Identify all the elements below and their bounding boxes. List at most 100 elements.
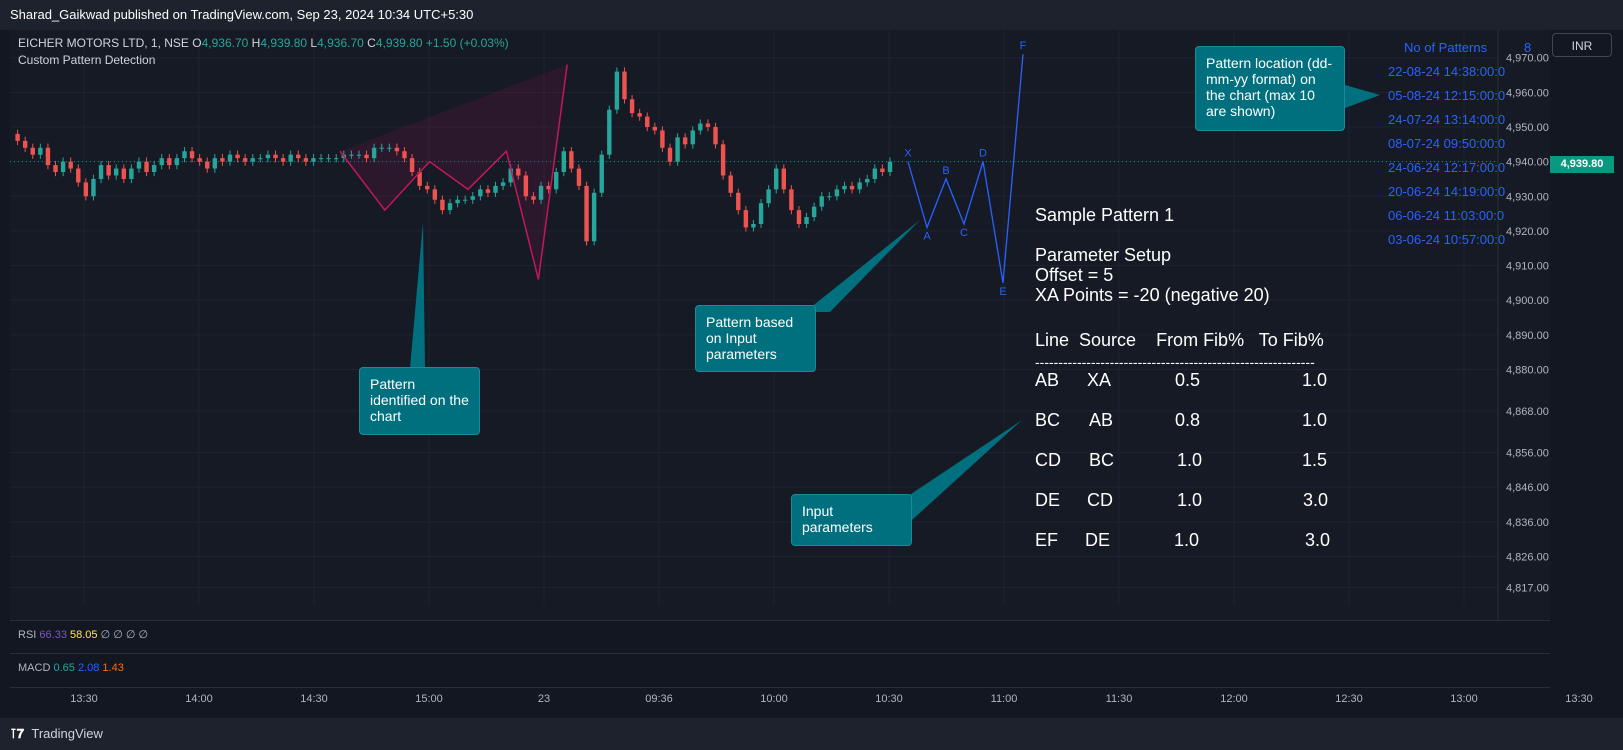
macd-hist-value: 0.65: [53, 662, 75, 674]
indicator-title[interactable]: Custom Pattern Detection: [18, 53, 156, 67]
candle-body: [15, 133, 20, 141]
close-label: C: [367, 36, 376, 50]
candle-body: [326, 158, 331, 160]
pattern-count: 8: [1524, 40, 1532, 55]
candle-body: [561, 151, 566, 173]
candle-body: [569, 151, 574, 169]
open-value: 4,936.70: [201, 36, 249, 50]
currency-button[interactable]: INR: [1552, 33, 1612, 57]
price-tick-label: 4,890.00: [1506, 330, 1549, 342]
param-row-source: DE: [1085, 530, 1111, 550]
candle-body: [311, 158, 316, 162]
param-row-source: BC: [1089, 450, 1115, 470]
param-title: Sample Pattern 1: [1035, 205, 1175, 225]
candle-body: [781, 168, 786, 190]
candle-body: [387, 147, 392, 149]
candle-body: [887, 161, 893, 173]
pattern-date: 24-07-24 13:14:00:0: [1388, 112, 1506, 127]
param-row-line: BC: [1035, 410, 1061, 430]
candle-body: [402, 151, 407, 159]
pattern-date: 20-06-24 14:19:00:0: [1388, 184, 1506, 199]
pattern-point-label: B: [942, 165, 949, 177]
time-axis[interactable]: 13:30 14:00 14:30 15:00 23 09:36 10:00 10:30 11:…: [0, 685, 1623, 715]
candle-body: [136, 161, 142, 169]
param-divider: ----------------------------------------…: [1035, 354, 1315, 370]
macd-label: MACD: [18, 662, 51, 674]
candle-body: [667, 147, 673, 162]
candle-body: [379, 147, 384, 149]
candle-body: [371, 147, 377, 159]
candle-body: [698, 123, 703, 131]
price-tick-label: 4,920.00: [1506, 226, 1549, 238]
candle-body: [151, 165, 157, 173]
candle-body: [774, 168, 779, 190]
candle-body: [174, 158, 180, 166]
candle-body: [804, 217, 809, 224]
callout-input-parameters: Input parameters: [791, 494, 912, 546]
candle-body: [455, 199, 460, 204]
candle-body: [591, 192, 597, 242]
time-tick-label: 13:00: [1450, 693, 1478, 705]
candle-body: [713, 126, 718, 145]
macd-signal-value: 1.43: [102, 662, 124, 674]
tradingview-logo-icon[interactable]: ⊺𝟕: [10, 726, 24, 741]
candle-body: [584, 185, 589, 242]
pattern-point-label: F: [1020, 40, 1027, 52]
param-row-to: 1.5: [1302, 450, 1328, 470]
param-row-to: 1.0: [1302, 370, 1328, 390]
candle-body: [189, 151, 195, 159]
close-value: 4,939.80: [375, 36, 423, 50]
candle-body: [872, 168, 878, 179]
pane-divider: [10, 687, 1550, 688]
param-row-source: CD: [1087, 490, 1113, 510]
candle-body: [478, 189, 483, 197]
candle-body: [652, 126, 658, 131]
time-tick-label: 11:30: [1106, 693, 1133, 705]
price-tick-label: 4,868.00: [1506, 406, 1549, 418]
candle-body: [159, 158, 164, 166]
high-label: H: [251, 36, 261, 50]
param-row-from: 1.0: [1177, 490, 1203, 510]
candle-body: [880, 168, 885, 173]
price-axis[interactable]: 4,970.00 4,960.00 4,950.00 4,940.00 4,930.00…: [1497, 30, 1549, 620]
candle-body: [599, 154, 604, 193]
candle-body: [318, 158, 324, 160]
candle-body: [91, 178, 96, 197]
pattern-point-label: D: [979, 148, 987, 160]
candle-body: [842, 185, 847, 190]
footer-brand[interactable]: TradingView: [31, 726, 103, 741]
candle-body: [76, 168, 81, 183]
rsi-legend[interactable]: RSI 66.33 58.05 ∅ ∅ ∅ ∅: [18, 628, 148, 641]
param-row-from: 0.5: [1175, 370, 1201, 390]
param-setup: Parameter Setup: [1035, 245, 1172, 265]
candle-body: [682, 137, 688, 145]
candle-body: [622, 71, 627, 100]
pattern-date: 05-08-24 12:15:00:0: [1388, 88, 1506, 103]
symbol-name[interactable]: EICHER MOTORS LTD, 1, NSE: [18, 36, 189, 50]
candle-body: [30, 147, 35, 155]
candle-body: [728, 175, 733, 193]
param-row-to: 3.0: [1303, 490, 1329, 510]
time-tick-label: 14:00: [185, 693, 213, 705]
candle-body: [751, 223, 756, 228]
candle-body: [98, 165, 104, 179]
candle-body: [865, 178, 870, 183]
candle-body: [303, 158, 309, 162]
candle-body: [629, 99, 635, 114]
candle-body: [857, 182, 862, 190]
candle-body: [546, 185, 551, 190]
price-tick-label: 4,970.00: [1506, 53, 1549, 65]
published-bar: Sharad_Gaikwad published on TradingView.…: [0, 0, 1623, 30]
pattern-point-label: C: [960, 227, 968, 239]
price-tick-label: 4,856.00: [1506, 448, 1549, 460]
time-tick-label: 10:30: [875, 693, 903, 705]
low-label: L: [310, 36, 318, 50]
candle-body: [83, 182, 89, 197]
candle-body: [440, 199, 445, 211]
candle-body: [121, 168, 126, 179]
candle-body: [288, 154, 293, 162]
macd-line-value: 2.08: [77, 662, 100, 674]
callout-pattern-based: Pattern based on Input parameters: [695, 305, 816, 372]
pane-divider: [10, 620, 1550, 621]
macd-legend[interactable]: MACD 0.65 2.08 1.43: [18, 662, 124, 674]
